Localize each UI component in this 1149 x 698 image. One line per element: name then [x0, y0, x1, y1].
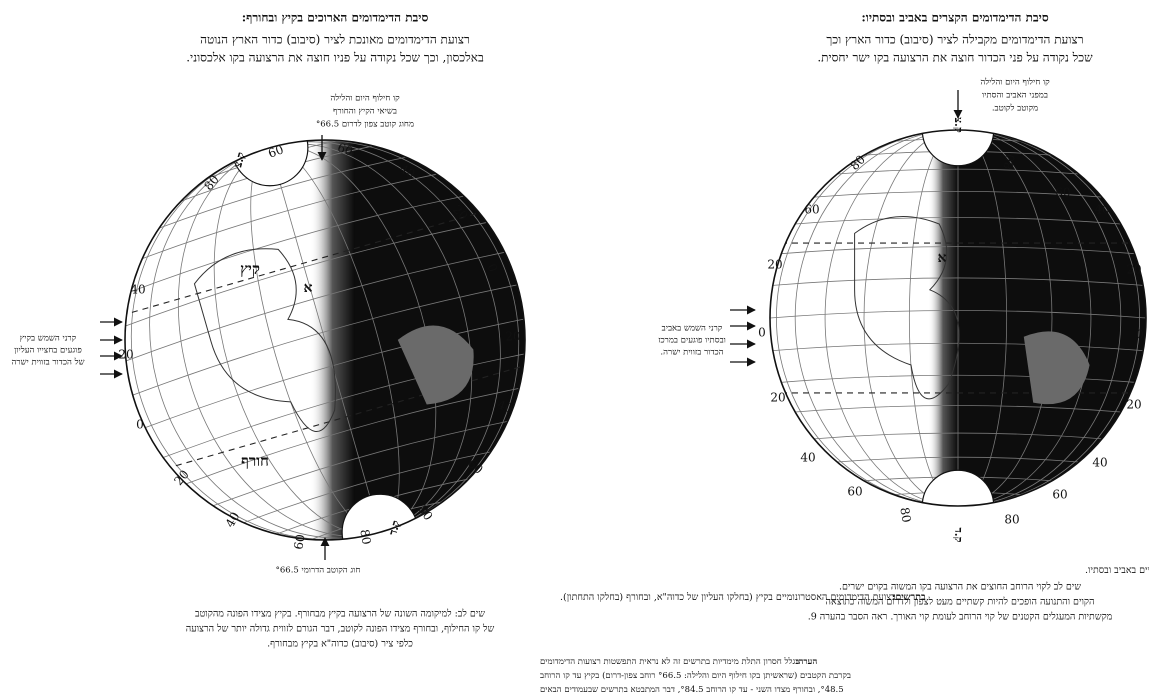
globe-label: חורף — [241, 452, 269, 470]
top-note: קו חילוף היום והלילה — [980, 78, 1050, 88]
globe-label: ק.צ — [231, 151, 248, 169]
remark-text: בקרבת הקטבים (שראשיתן בקו חילוף היום והל… — [540, 670, 851, 681]
side-note: ובסתיו פוגעים במרכז — [658, 336, 726, 346]
top-note: במפני האביב והסתיו — [982, 91, 1048, 101]
latitude-label: 0 — [758, 326, 766, 340]
latitude-label: 60 — [291, 533, 307, 550]
panel-description: שכל נקודה על פני הכדור חוצה את הרצועה בק… — [817, 51, 1093, 65]
latitude-label: 80 — [357, 528, 373, 545]
latitude-label: 0 — [136, 418, 144, 432]
remark: הערה:בגלל חסרון התלת מימדיות בתרשים זה ל… — [540, 657, 817, 667]
tropic — [125, 207, 496, 319]
panel-description: רצועת הדימדומים מאונכת לציר (סיבוב) כדור… — [200, 33, 470, 47]
panel-description: רצועת הדימדומים מקבילה לציר (סיבוב) כדור… — [826, 33, 1083, 47]
remark: °48.5, ובחורף מצדו השני - עד קו הרוחב °8… — [540, 685, 844, 695]
latitude-label: 60 — [336, 140, 355, 158]
globe — [770, 130, 1146, 506]
latitude-label: 60 — [1055, 186, 1070, 200]
remark-text: בגלל חסרון התלת מימדיות בתרשים זה לא נרא… — [540, 657, 799, 667]
meridian — [863, 130, 1053, 506]
latitude-label: 20 — [118, 348, 133, 362]
meridian — [824, 130, 1092, 506]
caption-note: כלפי ציר (סיבוב) כדוה"א בקיץ מבחורף. — [267, 639, 413, 650]
continent — [193, 248, 336, 432]
latitude-label: 80 — [1001, 153, 1017, 170]
globe — [125, 140, 525, 540]
latitude-label: 20 — [770, 391, 785, 405]
polar-cap — [921, 130, 995, 167]
side-note: פוגעים בחצייו העליון — [14, 346, 82, 356]
bottom-note: חוג הקוטב הדרומי °66.5 — [276, 566, 361, 576]
caption-lead: בתרשים: — [892, 592, 926, 603]
axis — [269, 147, 381, 533]
latitude-label: 20 — [1126, 398, 1141, 412]
top-note: מקוטב לקוטב. — [992, 104, 1038, 114]
caption-text: רצועת הדימדומים האסטרונומיים באביב ובסתי… — [1085, 565, 1149, 576]
side-note: של הכדור בזווית ישרה — [11, 358, 84, 368]
caption-note: שים לב לקוי הרוחב החוצים את הרצועה בקו ה… — [839, 582, 1081, 593]
latitude-label: 0 — [1136, 328, 1144, 342]
caption-note: הקוים והתנועה הופכים להיות קשתיים מעט לצ… — [826, 597, 1095, 608]
globe-label: ק.ד — [952, 527, 965, 542]
latitude-label: 60 — [847, 485, 862, 499]
globe-outline — [769, 129, 1147, 507]
latitude-label: 40 — [130, 283, 145, 297]
polar-cap — [921, 469, 995, 506]
panel-title: סיבת הדימדומים הקצרים באביב ובסתיו: — [861, 11, 1048, 25]
latitude-label: 80 — [1004, 513, 1019, 527]
latitude-label: 20 — [505, 330, 520, 344]
tropic — [154, 361, 525, 473]
caption-note: של קו החילוף, ובחורף מצידו הפונה לקוטב, … — [186, 624, 495, 635]
latitude-label: 20 — [1126, 263, 1141, 277]
caption-note: שים לב: למיקומה השונה של הרצועה בקיץ מבח… — [195, 609, 485, 620]
caption-text: רצועת הדימדומים האסטרונומיים בקיץ (בחלקו… — [560, 592, 896, 603]
side-note: קרני השמש באביב — [662, 324, 723, 334]
meridian — [794, 130, 1122, 506]
continent-night — [1023, 331, 1090, 405]
latitude-label: 60 — [804, 203, 819, 217]
remark: בקרבת הקטבים (שראשיתן בקו חילוף היום והל… — [540, 670, 851, 681]
caption: בתרשים:רצועת הדימדומים האסטרונומיים בקיץ… — [560, 592, 926, 603]
latitude-label: 40 — [800, 451, 815, 465]
latitude-label: 80 — [897, 506, 913, 523]
latitude-label: 60 — [266, 142, 285, 160]
twilight-band — [310, 140, 355, 540]
latitude-label: 40 — [496, 397, 515, 415]
twilight-band — [928, 130, 958, 506]
top-note: בשיאי הקיץ והחורף — [333, 107, 397, 117]
globe-label: א — [304, 280, 313, 296]
globe-label: קיץ — [240, 260, 260, 278]
continent-night — [397, 325, 474, 405]
side-note: קרני השמש בקיץ — [20, 334, 77, 344]
top-note: קו חילוף היום והלילה — [330, 94, 400, 104]
latitude-label: 40 — [1092, 456, 1107, 470]
panel-description: באלכסון, וכך שכל נקודה על פניו חוצה את ה… — [186, 51, 484, 65]
latitude-label: 40 — [223, 510, 243, 530]
latitude-label: 40 — [1094, 203, 1109, 217]
remark-text: °48.5, ובחורף מצדו השני - עד קו הרוחב °8… — [540, 685, 844, 695]
continent — [854, 215, 960, 400]
top-note: מחוג קוטב צפון לדרום °66.5 — [316, 120, 414, 130]
globe-label: ק.ד — [386, 519, 402, 537]
side-note: הכדור בזווית ישרה. — [660, 348, 723, 358]
globe-label: א — [938, 250, 947, 266]
latitude-label: 60 — [1052, 488, 1067, 502]
caption-note: מקשתיות המעגלים הקטנים של קוי הרוחב לעומ… — [808, 612, 1113, 623]
night-side — [958, 130, 1146, 506]
caption: בתרשים:רצועת הדימדומים האסטרונומיים באבי… — [1085, 565, 1149, 576]
panel-title: סיבת הדימדומים הארוכים בקיץ ובחורף: — [242, 11, 429, 25]
latitude-label: 40 — [397, 162, 417, 182]
latitude-label: 0 — [485, 262, 501, 274]
meridian — [776, 130, 1140, 506]
meridian — [908, 130, 1008, 506]
globe-label: ק.צ — [952, 117, 965, 133]
remark-lead: הערה: — [795, 657, 817, 667]
latitude-label: 20 — [767, 258, 782, 272]
